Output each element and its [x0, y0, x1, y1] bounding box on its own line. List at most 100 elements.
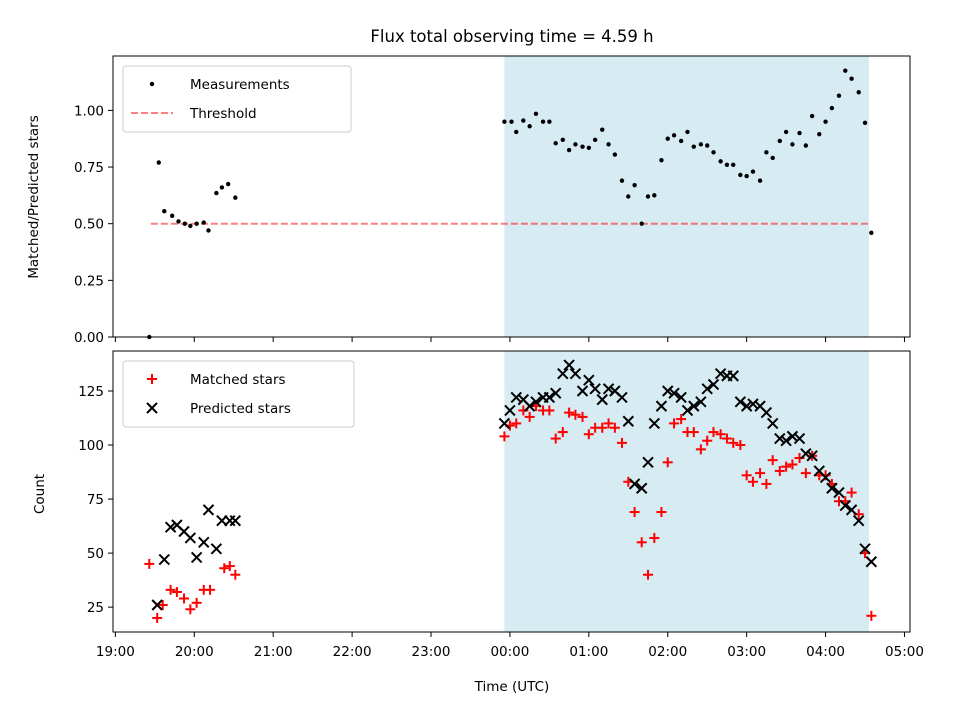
measurement-point — [592, 137, 598, 143]
measurement-point — [162, 209, 167, 214]
predicted-star-point — [833, 486, 845, 499]
predicted-star-point — [202, 504, 215, 516]
legend-measurements-marker — [149, 81, 155, 87]
legend-measurements-label: Measurements — [190, 77, 290, 93]
measurement-point — [219, 185, 225, 190]
matched-star-point — [577, 411, 588, 422]
matched-star-point — [800, 468, 811, 479]
measurement-point — [553, 141, 558, 146]
matched-star-point — [676, 414, 687, 425]
predicted-star-point — [596, 393, 608, 406]
x-tick-label: 02:00 — [648, 644, 687, 660]
top-axes-frame — [112, 55, 911, 338]
measurement-point — [188, 223, 193, 229]
measurement-point — [632, 182, 637, 188]
matched-star-point — [715, 429, 726, 440]
predicted-star-point — [549, 387, 562, 399]
measurement-point — [829, 105, 835, 111]
x-tick-label: 00:00 — [490, 644, 529, 660]
predicted-star-point — [793, 432, 806, 445]
matched-star-point — [557, 427, 568, 438]
measurement-point — [214, 190, 219, 196]
top-x-ticks — [114, 337, 905, 342]
matched-star-point — [636, 537, 647, 548]
x-tick-label: 22:00 — [333, 644, 372, 660]
measurement-point — [803, 143, 809, 148]
measurement-point — [823, 119, 828, 124]
matched-star-point — [524, 411, 535, 422]
predicted-star-point — [845, 504, 858, 516]
bottom-x-axis: 19:00 20:00 21:00 22:00 23:00 00:00 01:00 02:00… — [96, 632, 924, 660]
measurement-point — [797, 130, 802, 136]
measurement-point — [757, 178, 763, 183]
predicted-star-point — [635, 482, 648, 494]
matched-star-point — [165, 584, 176, 595]
measurement-point — [206, 228, 211, 233]
measurement-point — [182, 221, 188, 226]
bottom-axes-frame — [112, 350, 911, 633]
measurement-point — [233, 195, 238, 200]
bottom-panel: 25 50 75 100 125 19:00 20:00 21:00 22:00 23:00 00… — [32, 350, 924, 695]
measurement-point — [731, 162, 736, 167]
predicted-star-point — [688, 400, 700, 412]
matched-star-point — [609, 422, 620, 433]
x-axis-label: Time (UTC) — [474, 679, 550, 695]
x-tick-label: 05:00 — [885, 644, 924, 660]
measurement-point — [704, 143, 710, 148]
predicted-star-point — [714, 367, 727, 380]
matched-star-point — [179, 593, 190, 604]
measurement-point — [843, 68, 848, 73]
measurement-point — [586, 145, 592, 150]
predicted-star-point — [151, 599, 163, 611]
measurement-point — [533, 111, 539, 116]
measurement-point — [540, 119, 546, 124]
measurement-point — [521, 118, 526, 123]
predicted-star-point — [530, 396, 542, 408]
matched-star-point — [662, 457, 673, 468]
matched-star-point — [767, 455, 778, 466]
measurement-point — [809, 113, 815, 119]
predicted-star-point — [563, 359, 575, 371]
top-legend-box — [122, 65, 352, 133]
predicted-star-point — [569, 367, 582, 380]
measurement-point — [645, 194, 651, 199]
measurement-point — [566, 147, 572, 153]
bottom-y-tick-label: 100 — [78, 438, 104, 454]
measurement-point — [606, 142, 611, 147]
legend-threshold-label: Threshold — [189, 106, 257, 122]
predicted-star-point — [786, 430, 799, 443]
predicted-star-point — [504, 404, 516, 417]
bottom-points-layer — [144, 359, 878, 623]
matched-star-point — [230, 569, 241, 580]
predicted-star-point — [865, 556, 878, 568]
top-legend: Measurements Threshold — [122, 65, 352, 133]
top-y-tick-label: 1.00 — [74, 103, 104, 119]
top-y-tick-label: 0.25 — [74, 273, 104, 289]
matched-star-point — [761, 478, 772, 489]
matched-star-point — [603, 418, 614, 429]
matched-star-point — [224, 561, 235, 572]
predicted-star-point — [498, 417, 511, 430]
top-points-layer — [147, 68, 874, 340]
measurement-point — [547, 119, 552, 124]
predicted-star-point — [806, 450, 818, 462]
matched-star-point — [735, 440, 746, 451]
measurement-point — [560, 137, 565, 143]
bottom-y-axis: 25 50 75 100 125 — [78, 384, 113, 616]
predicted-star-point — [695, 396, 707, 408]
matched-star-point — [656, 507, 667, 518]
measurement-point — [685, 129, 690, 135]
predicted-star-point — [602, 383, 615, 395]
matched-star-point — [688, 427, 699, 438]
bottom-y-axis-label: Count — [32, 474, 48, 514]
predicted-star-point — [190, 551, 203, 564]
matched-star-point — [191, 597, 202, 608]
bottom-legend: Matched stars Predicted stars — [122, 360, 355, 428]
bottom-y-tick-label: 50 — [87, 546, 104, 562]
bottom-y-tick-label: 75 — [87, 492, 104, 508]
measurement-point — [764, 150, 769, 155]
matched-star-point — [728, 437, 739, 448]
predicted-star-point — [583, 374, 595, 386]
matched-star-point — [499, 431, 510, 442]
